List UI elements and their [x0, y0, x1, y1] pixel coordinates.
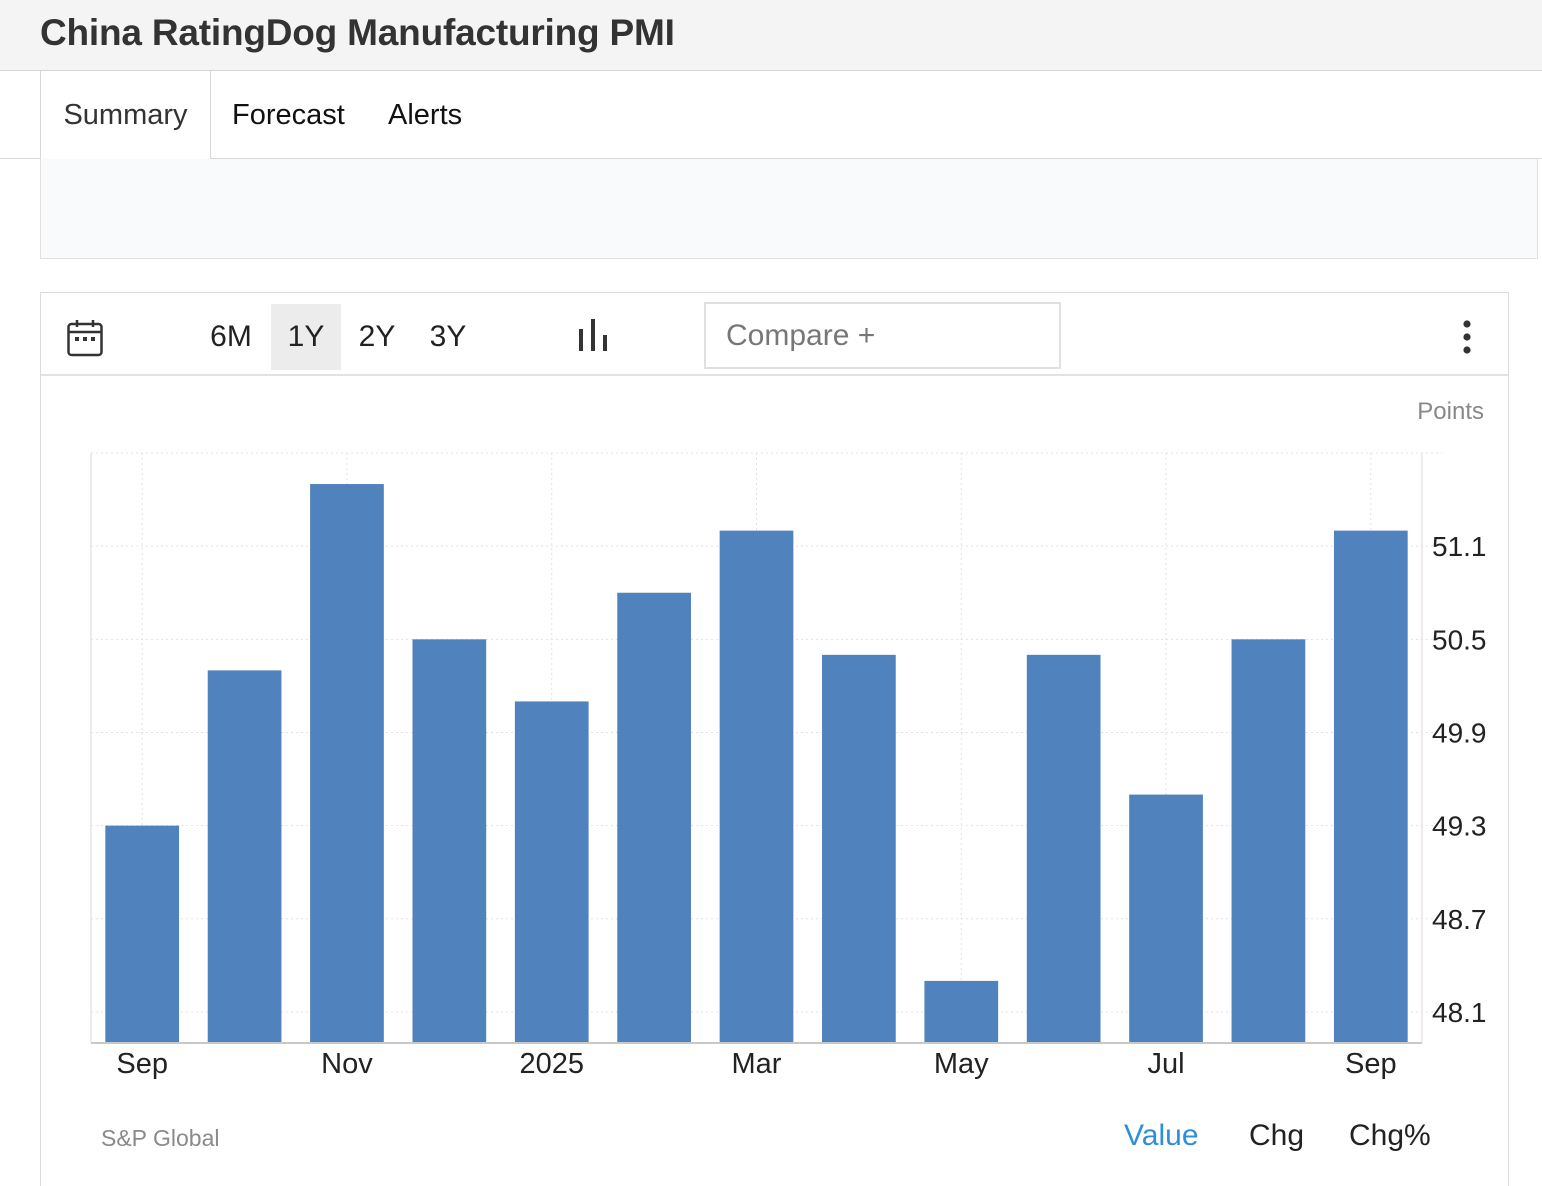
- x-tick-label: 2025: [519, 1048, 584, 1080]
- bar: [1333, 530, 1408, 1043]
- pmi-bar-chart: 48.1 48.7 49.3 49.9 50.5 51.1 Sep Nov 2025 Mar May…: [90, 452, 1487, 1080]
- bar: [1026, 654, 1101, 1043]
- bar: [924, 980, 999, 1043]
- bar-chart-icon[interactable]: [578, 319, 608, 353]
- chart-card: 6M 1Y 2Y 3Y Compare + Points 48.1 48.7 49.…: [40, 292, 1509, 1186]
- bar: [514, 701, 589, 1043]
- x-tick-label: May: [934, 1048, 989, 1080]
- y-tick-label: 49.9: [1432, 717, 1487, 748]
- chart-toolbar: 6M 1Y 2Y 3Y Compare +: [41, 293, 1508, 376]
- x-tick-label: Mar: [732, 1048, 782, 1080]
- bar: [617, 592, 691, 1043]
- tab-alerts[interactable]: Alerts: [388, 99, 463, 131]
- y-tick-label: 48.1: [1432, 997, 1487, 1028]
- tab-bar: Summary Forecast Alerts: [0, 71, 1542, 160]
- page-title: China RatingDog Manufacturing PMI: [40, 12, 675, 53]
- x-tick-label: Sep: [116, 1048, 168, 1080]
- range-6m-button[interactable]: 6M: [210, 320, 252, 353]
- more-vertical-icon[interactable]: [1461, 320, 1473, 354]
- compare-input[interactable]: Compare +: [704, 302, 1061, 369]
- y-tick-label: 48.7: [1432, 904, 1487, 935]
- view-value-button[interactable]: Value: [1124, 1119, 1199, 1152]
- view-chg-button[interactable]: Chg: [1249, 1119, 1305, 1152]
- units-label: Points: [1417, 398, 1484, 425]
- summary-panel: [40, 159, 1538, 259]
- y-tick-label: 51.1: [1432, 531, 1487, 562]
- calendar-icon[interactable]: [67, 319, 103, 357]
- bar: [207, 670, 282, 1043]
- bar: [105, 825, 180, 1043]
- y-tick-label: 49.3: [1432, 811, 1487, 842]
- range-1y-button[interactable]: 1Y: [271, 304, 341, 370]
- x-tick-label: Jul: [1147, 1048, 1184, 1080]
- bar: [1231, 639, 1306, 1043]
- view-chg-pct-button[interactable]: Chg%: [1349, 1119, 1431, 1152]
- bar: [310, 484, 384, 1043]
- range-2y-button[interactable]: 2Y: [358, 320, 396, 353]
- bar: [822, 654, 896, 1043]
- x-tick-label: Sep: [1345, 1048, 1397, 1080]
- title-bar: China RatingDog Manufacturing PMI: [0, 0, 1542, 71]
- source-label: S&P Global: [101, 1125, 220, 1151]
- tab-forecast[interactable]: Forecast: [232, 99, 345, 131]
- tab-summary[interactable]: Summary: [40, 71, 211, 160]
- x-tick-label: Nov: [321, 1048, 373, 1080]
- bar: [719, 530, 794, 1043]
- y-tick-label: 50.5: [1432, 624, 1487, 655]
- range-3y-button[interactable]: 3Y: [429, 320, 467, 353]
- bar: [1129, 794, 1203, 1043]
- bar: [412, 639, 487, 1043]
